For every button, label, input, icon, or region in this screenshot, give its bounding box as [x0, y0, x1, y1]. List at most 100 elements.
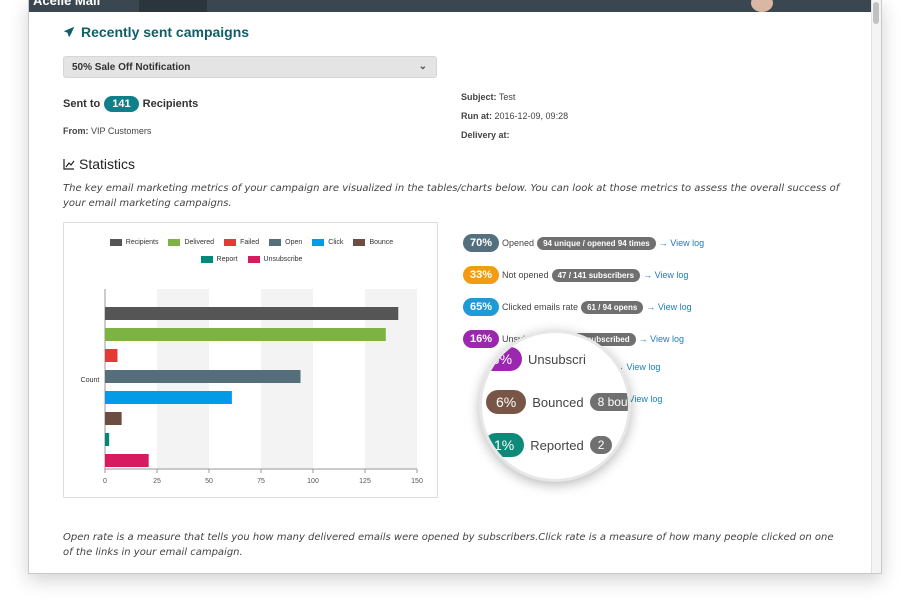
subject-row: Subject: Test: [461, 92, 515, 102]
metric-row: 65% Clicked emails rate 61 / 94 opens → Vie…: [463, 298, 692, 316]
footer-note: Open rate is a measure that tells you ho…: [63, 532, 834, 558]
metric-percent-badge: 33%: [463, 266, 500, 284]
legend-swatch: [168, 239, 181, 246]
x-tick-label: 25: [153, 478, 161, 485]
nav-active-tab[interactable]: [139, 0, 207, 12]
bar-open: [105, 370, 301, 383]
legend-item[interactable]: Delivered: [168, 239, 214, 246]
bar-chart-svg: 0 25 50 75 100 125 150 Count: [81, 289, 423, 485]
legend-swatch: [224, 239, 237, 246]
metric-percent-badge: 16%: [463, 330, 500, 348]
view-log-link[interactable]: → View log: [617, 394, 663, 404]
zoom-magnifier: 16% Unsubscri 6% Bounced 8 bou 1% Reported 2: [479, 330, 631, 482]
campaign-select-value: 50% Sale Off Notification: [72, 62, 191, 73]
recipients-count-badge: 141: [104, 96, 139, 112]
run-at-row: Run at: 2016-12-09, 09:28: [461, 111, 568, 121]
run-at-value: 2016-12-09, 09:28: [494, 111, 569, 121]
view-log-link[interactable]: → View log: [638, 334, 684, 344]
metric-row: 33% Not opened 47 / 141 subscribers → View …: [463, 266, 688, 284]
delivery-at-label: Delivery at:: [461, 130, 510, 140]
legend-item[interactable]: Recipients: [109, 239, 159, 246]
recent-campaigns-title: Recently sent campaigns: [63, 24, 249, 40]
metric-row: 70% Opened 94 unique / opened 94 times → Vi…: [463, 234, 704, 252]
from-label: From:: [63, 126, 89, 136]
top-navbar: Acelle Mail: [29, 0, 881, 12]
bar-click: [105, 391, 232, 404]
subject-value: Test: [498, 92, 516, 102]
legend-label: Delivered: [184, 239, 215, 246]
view-log-link[interactable]: → View log: [658, 238, 705, 248]
campaign-select[interactable]: 50% Sale Off Notification ⌄: [63, 56, 437, 78]
legend-label: Open: [285, 239, 303, 246]
sent-to-row: Sent to 141 Recipients: [63, 96, 198, 112]
x-tick-label: 125: [359, 478, 371, 485]
legend-item[interactable]: Unsubscribe: [247, 256, 303, 263]
view-log-link[interactable]: → View log: [643, 270, 689, 280]
bar-bounce: [105, 412, 122, 425]
magnified-percent-badge: 16%: [482, 347, 523, 371]
metric-label: Clicked emails rate: [502, 302, 579, 312]
metric-detail-tag: 94 unique / opened 94 times: [537, 236, 656, 250]
metric-detail-tag: 47 / 141 subscribers: [551, 268, 641, 282]
chevron-down-icon: ⌄: [418, 61, 427, 72]
bar-unsubscribe: [105, 454, 149, 467]
legend-item[interactable]: Report: [200, 256, 238, 263]
x-tick-label: 150: [411, 478, 423, 485]
legend-swatch: [353, 239, 366, 246]
legend-swatch: [312, 239, 325, 246]
legend-swatch: [247, 256, 260, 263]
recipients-label: Recipients: [142, 98, 199, 110]
magnified-percent-badge: 1%: [484, 433, 525, 457]
legend-row: Recipients Delivered Failed Open Click Bounce: [64, 239, 439, 246]
legend-row: Report Unsubscribe: [64, 256, 439, 263]
bar-recipients: [105, 307, 399, 320]
magnified-metric-row: 16% Unsubscri: [482, 347, 586, 371]
chart-legend: Recipients Delivered Failed Open Click Bounce…: [64, 239, 439, 273]
x-tick-label: 75: [257, 478, 265, 485]
magnified-metric-row: 1% Reported 2: [484, 433, 613, 457]
legend-swatch: [269, 239, 282, 246]
legend-label: Failed: [240, 239, 260, 246]
x-tick-label: 100: [307, 478, 319, 485]
bar-failed: [105, 349, 118, 362]
sent-to-label: Sent to: [63, 98, 101, 110]
from-value: VIP Customers: [91, 126, 152, 136]
legend-label: Recipients: [125, 239, 159, 246]
statistics-chart: Recipients Delivered Failed Open Click Bounce…: [63, 222, 438, 498]
x-tick-label: 50: [205, 478, 213, 485]
from-row: From: VIP Customers: [63, 126, 151, 136]
magnified-detail-tag: 2: [589, 436, 613, 454]
view-log-link[interactable]: → View log: [615, 362, 661, 372]
metric-detail-tag: 61 / 94 opens: [581, 300, 644, 314]
legend-label: Bounce: [369, 239, 394, 246]
magnified-percent-badge: 6%: [486, 390, 527, 414]
metric-row: → View log: [615, 362, 660, 372]
x-tick-label: 0: [103, 478, 107, 485]
section-title-text: Recently sent campaigns: [81, 24, 250, 40]
legend-label: Unsubscribe: [263, 256, 303, 263]
view-log-link[interactable]: → View log: [646, 302, 692, 312]
bar-delivered: [105, 328, 386, 341]
brand-logo[interactable]: Acelle Mail: [33, 0, 101, 8]
scrollbar-thumb[interactable]: [873, 2, 879, 24]
legend-swatch: [109, 239, 122, 246]
legend-swatch: [200, 256, 213, 263]
legend-label: Report: [216, 256, 238, 263]
scrollbar[interactable]: [871, 0, 881, 573]
magnified-metric-row: 6% Bounced 8 bou: [486, 390, 628, 414]
delivery-at-row: Delivery at:: [461, 130, 510, 140]
legend-label: Click: [328, 239, 344, 246]
statistics-title-text: Statistics: [79, 156, 136, 172]
legend-item[interactable]: Open: [269, 239, 302, 246]
paper-plane-icon: [63, 26, 75, 38]
statistics-description: The key email marketing metrics of your …: [63, 183, 840, 209]
metric-row: → View log: [617, 394, 662, 404]
magnified-detail-tag: 8 bou: [589, 393, 628, 411]
legend-item[interactable]: Bounce: [353, 239, 393, 246]
y-axis-label: Count: [81, 377, 100, 384]
statistics-title: Statistics: [63, 156, 135, 172]
metric-percent-badge: 65%: [463, 298, 500, 316]
legend-item[interactable]: Failed: [224, 239, 259, 246]
legend-item[interactable]: Click: [312, 239, 343, 246]
user-avatar[interactable]: [751, 0, 773, 12]
